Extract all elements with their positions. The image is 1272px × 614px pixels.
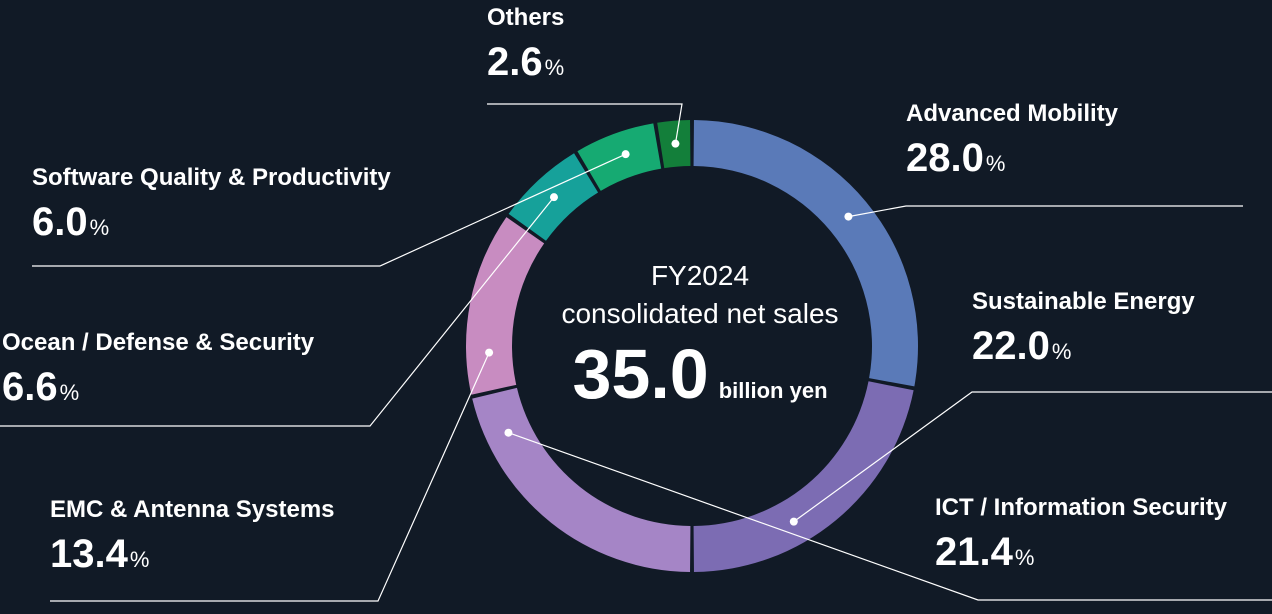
center-total-value: 35.0 <box>572 335 709 413</box>
leader-dot-ocean-defense-security <box>549 193 558 202</box>
leader-line-others <box>487 103 683 144</box>
segment-name: Ocean / Defense & Security <box>2 329 315 356</box>
center-fiscal-year: FY2024 <box>650 260 750 291</box>
segment-percent-value: 13.4 <box>50 532 128 576</box>
center-total-row: 35.0 billion yen <box>520 334 880 414</box>
label-advanced-mobility: Advanced Mobility 28.0% <box>906 100 1118 188</box>
segment-percent-value: 6.6 <box>2 365 58 409</box>
center-subtitle: consolidated net sales <box>561 298 839 329</box>
percent-sign: % <box>985 151 1006 176</box>
segment-name: Sustainable Energy <box>972 288 1195 315</box>
segment-percent: 22.0% <box>972 322 1195 376</box>
percent-sign: % <box>59 380 80 405</box>
segment-percent: 13.4% <box>50 530 335 584</box>
percent-sign: % <box>544 55 565 80</box>
leader-dot-sustainable-energy <box>789 517 798 526</box>
leader-line-sustainable-energy <box>793 391 1272 523</box>
leader-line-ict-information-security <box>508 432 1272 601</box>
donut-slice-emc-antenna-systems <box>466 217 545 395</box>
leader-dot-advanced-mobility <box>844 212 853 221</box>
leader-dot-others <box>671 139 680 148</box>
label-ocean-defense-security: Ocean / Defense & Security 6.6% <box>2 329 314 417</box>
label-sustainable-energy: Sustainable Energy 22.0% <box>972 288 1195 376</box>
leader-dot-emc-antenna-systems <box>485 348 494 357</box>
segment-name: Others <box>487 4 565 31</box>
label-ict-information-security: ICT / Information Security 21.4% <box>935 494 1227 582</box>
leader-dot-software-quality-productivity <box>621 150 630 159</box>
segment-percent: 21.4% <box>935 528 1227 582</box>
segment-percent-value: 6.0 <box>32 200 88 244</box>
segment-percent: 2.6% <box>487 38 564 92</box>
segment-percent: 6.6% <box>2 363 314 417</box>
segment-name: Software Quality & Productivity <box>32 164 391 191</box>
segment-percent-value: 21.4 <box>935 530 1013 574</box>
center-total-unit: billion yen <box>718 378 828 403</box>
label-others: Others 2.6% <box>487 4 564 92</box>
percent-sign: % <box>1014 545 1035 570</box>
segment-percent: 28.0% <box>906 134 1118 188</box>
donut-slice-sustainable-energy <box>693 381 914 572</box>
leader-line-advanced-mobility <box>848 205 1243 218</box>
segment-percent-value: 2.6 <box>487 40 543 84</box>
segment-name: ICT / Information Security <box>935 494 1228 521</box>
label-software-quality-productivity: Software Quality & Productivity 6.0% <box>32 164 391 252</box>
percent-sign: % <box>89 215 110 240</box>
leader-line-software-quality-productivity <box>32 153 626 267</box>
donut-slice-advanced-mobility <box>693 120 919 387</box>
label-emc-antenna-systems: EMC & Antenna Systems 13.4% <box>50 496 335 584</box>
segment-percent-value: 22.0 <box>972 324 1050 368</box>
chart-center-summary: FY2024 consolidated net sales 35.0 billio… <box>520 260 880 414</box>
leader-line-ocean-defense-security <box>0 196 555 427</box>
leader-dot-ict-information-security <box>504 428 513 437</box>
segment-name: Advanced Mobility <box>906 100 1119 127</box>
segment-name: EMC & Antenna Systems <box>50 496 335 523</box>
percent-sign: % <box>129 547 150 572</box>
percent-sign: % <box>1051 339 1072 364</box>
segment-percent: 6.0% <box>32 198 391 252</box>
leader-line-emc-antenna-systems <box>50 352 490 602</box>
donut-slice-ict-information-security <box>472 387 691 572</box>
segment-percent-value: 28.0 <box>906 136 984 180</box>
